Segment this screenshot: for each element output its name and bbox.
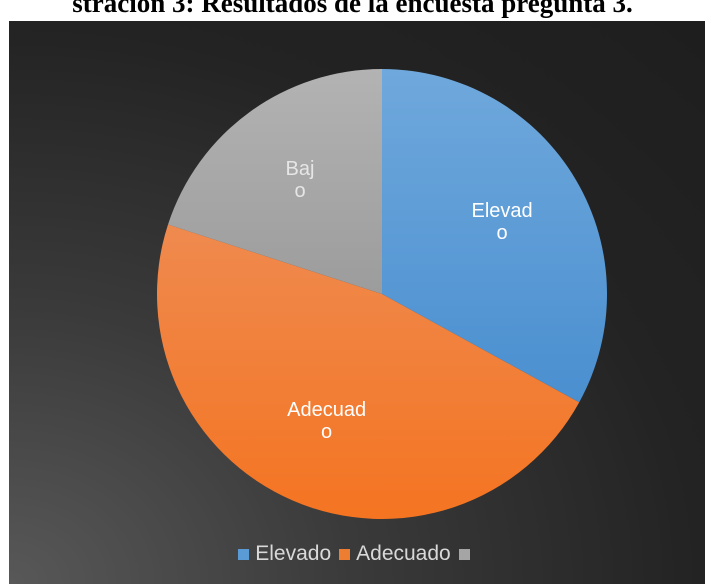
legend-label: Adecuado [356,542,451,565]
pie-labels: Elevad o Adecuad o Baj o [286,158,533,443]
pie-slice-bajo [168,69,382,294]
pie-slice-elevado [382,69,607,403]
legend-label: Elevado [255,542,332,565]
legend-item-unnamed [458,548,476,560]
legend-item-adecuado: Adecuado [339,542,451,566]
slice-label-elevado: Elevad o [471,200,532,244]
legend-item-elevado: Elevado [238,542,331,566]
chart-legend: Elevado Adecuado [9,542,705,566]
legend-swatch [458,548,470,560]
slice-label-bajo: Baj o [286,158,315,202]
pie-chart: Elevad o Adecuad o Baj o [156,69,607,520]
figure-caption: stración 3: Resultados de la encuesta pr… [72,0,633,18]
pie-slices [156,69,607,520]
legend-swatch [238,548,250,560]
pie-slice-adecuado [156,224,580,520]
slice-label-adecuado: Adecuad o [287,399,366,443]
legend-swatch [339,548,351,560]
chart-area: Elevad o Adecuad o Baj o Elevado Adecuado [9,21,705,584]
